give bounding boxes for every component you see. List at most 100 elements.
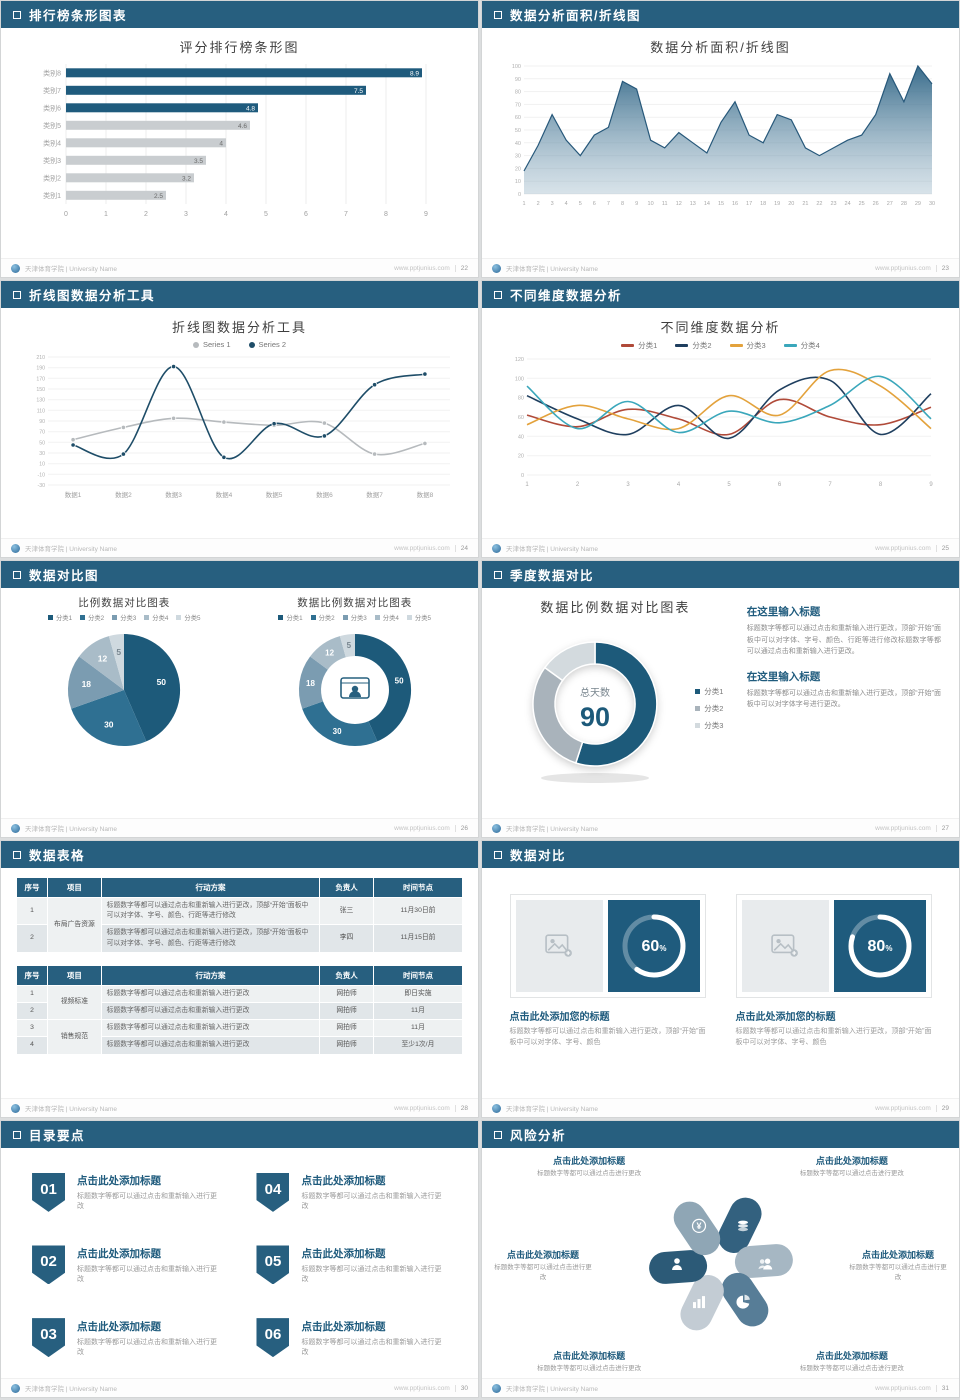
legend-label: Series 1 <box>202 340 231 349</box>
block-title: 在这里输入标题 <box>746 606 821 618</box>
legend-marker-icon <box>406 615 412 620</box>
slide-quarter-donut[interactable]: 季度数据对比 数据比例数据对比图表 总天数 90 分类1 分类2 分类3 <box>481 560 960 838</box>
slide-content: 比例数据对比图表 分类1 分类2 分类3 分类4 分类5 50 30 18 12 5 数… <box>1 588 478 818</box>
column-header: 序号 <box>15 877 49 898</box>
svg-text:1: 1 <box>522 201 525 207</box>
legend-item: 分类3 <box>695 720 723 731</box>
svg-text:10: 10 <box>647 201 653 207</box>
risk-title: 点击此处添加标题 <box>553 1156 626 1166</box>
text-panel: 在这里输入标题 标题数字等都可以通过点击和重新输入进行更改，顶部“开始”面板中可… <box>747 590 947 818</box>
multiline-chart: 0 20 40 60 80 100 120 1 2 3 4 5 6 7 8 9 <box>503 353 939 489</box>
square-icon <box>13 850 21 859</box>
svg-text:类别4: 类别4 <box>43 139 61 148</box>
legend-item: 分类5 <box>406 613 431 622</box>
svg-text:数据6: 数据6 <box>316 490 333 499</box>
svg-text:20: 20 <box>514 166 520 172</box>
legend-item: 分类3 <box>729 340 766 351</box>
svg-text:4: 4 <box>676 482 680 488</box>
svg-text:24: 24 <box>844 201 850 207</box>
block-body: 标题数字等都可以通过点击和重新输入进行更改，顶部“开始”面板中可以对字体、字号、… <box>746 625 941 656</box>
toc-item: 06 点击此处添加标题 标题数字等都可以通过点击和重新输入进行更改 <box>256 1318 446 1358</box>
legend-label: 分类1 <box>638 341 658 350</box>
table-row: 4 标题数字等都可以通过点击和重新输入进行更改 网拍师 至少1次/月 <box>15 1036 464 1055</box>
legend-item: 分类2 <box>80 613 104 622</box>
university-name: 天津体育学院 | University Name <box>25 266 117 273</box>
legend-label: 分类2 <box>692 341 712 350</box>
slide-pie-comparison[interactable]: 数据对比图 比例数据对比图表 分类1 分类2 分类3 分类4 分类5 50 30 1… <box>0 560 479 838</box>
slide-toc[interactable]: 目录要点 01 点击此处添加标题 标题数字等都可以通过点击和重新输入进行更改 02… <box>0 1120 479 1398</box>
svg-text:30: 30 <box>332 727 341 736</box>
toc-number-badge: 01 <box>32 1172 66 1212</box>
table-row: 2 标题数字等都可以通过点击和重新输入进行更改 网拍师 11月 <box>15 1001 464 1021</box>
cell-owner: 网拍师 <box>319 1019 374 1038</box>
image-placeholder <box>741 900 829 992</box>
svg-text:数据5: 数据5 <box>265 490 282 499</box>
legend-label: 分类3 <box>704 720 724 730</box>
svg-text:60: 60 <box>517 415 523 421</box>
legend-item: Series 1 <box>192 340 231 349</box>
slide-risk-analysis[interactable]: 风险分析 ¥ 点击此处添加标题 标题数字等都可以通过点击进行更改 点击此处添加标题… <box>481 1120 960 1398</box>
university-name: 天津体育学院 | University Name <box>25 1106 117 1113</box>
svg-text:50: 50 <box>514 128 520 134</box>
donut-panel: 数据比例数据对比图表 总天数 90 分类1 分类2 分类3 <box>494 590 737 818</box>
svg-text:21: 21 <box>802 201 808 207</box>
risk-body: 标题数字等都可以通过点击进行更改 <box>799 1365 904 1373</box>
legend-label: 分类2 <box>318 615 335 622</box>
svg-text:类别5: 类别5 <box>43 121 61 130</box>
legend-marker-icon <box>729 344 743 347</box>
svg-text:50: 50 <box>39 440 45 446</box>
university-name: 天津体育学院 | University Name <box>506 826 598 833</box>
svg-text:110: 110 <box>36 408 44 414</box>
slide-content: ¥ 点击此处添加标题 标题数字等都可以通过点击进行更改 点击此处添加标题 标题数字等… <box>482 1148 959 1378</box>
svg-text:80%: 80% <box>867 938 892 955</box>
slide-line-chart[interactable]: 折线图数据分析工具 折线图数据分析工具 Series 1 Series 2 -3… <box>0 280 479 558</box>
slide-footer: 天津体育学院 | University Name www.pptjunius.c… <box>1 258 478 277</box>
slide-data-tables[interactable]: 数据表格 序号 项目 行动方案 负责人 时间节点 1 布局广告资源 标题数字等都… <box>0 840 479 1118</box>
svg-text:12: 12 <box>98 653 108 663</box>
svg-text:120: 120 <box>514 357 523 363</box>
svg-text:17: 17 <box>746 201 752 207</box>
risk-label: 点击此处添加标题 标题数字等都可以通过点击进行更改 <box>780 1349 923 1374</box>
legend-marker-icon <box>695 722 701 728</box>
cell-plan: 标题数字等都可以通过点击和重新输入进行更改，顶部“开始”面板中可以对字体、字号、… <box>100 924 321 953</box>
cell-no: 3 <box>15 1019 49 1038</box>
svg-text:类别1: 类别1 <box>43 191 61 200</box>
svg-text:100: 100 <box>514 376 523 382</box>
legend-item: 分类4 <box>374 613 399 622</box>
cell-owner: 张三 <box>319 896 374 926</box>
cell-owner: 网拍师 <box>319 1001 374 1021</box>
slide-progress-compare[interactable]: 数据对比 60% <box>481 840 960 1118</box>
svg-text:1: 1 <box>104 211 108 218</box>
legend-item: 分类1 <box>695 686 723 697</box>
block-body: 标题数字等都可以通过点击和重新输入进行更改，顶部“开始”面板中可以对字体字号进行… <box>746 689 941 709</box>
cell-project: 销售规范 <box>47 1019 102 1055</box>
slide-ranking-bar[interactable]: 排行榜条形图表 评分排行榜条形图 0 1 2 3 4 5 6 7 8 9 2.5 类别1 3.2 类别2 3… <box>0 0 479 278</box>
chart-legend: 分类1 分类2 分类3 <box>695 686 723 731</box>
cell-time: 至少1次/月 <box>372 1036 464 1055</box>
svg-text:12: 12 <box>325 649 334 658</box>
cell-time: 11月15日前 <box>372 924 464 953</box>
chart-legend: 分类1 分类2 分类3 分类4 分类5 <box>278 613 431 622</box>
column-header: 项目 <box>47 964 102 986</box>
legend-marker-icon <box>144 615 150 620</box>
legend-item: 分类1 <box>47 613 72 622</box>
slide-content: 数据分析面积/折线图 0 10 20 30 40 50 60 70 80 90 100 1 2 3 4 5 6 7… <box>482 28 959 258</box>
page-number: 28 <box>454 1104 468 1112</box>
legend-marker-icon <box>695 705 701 711</box>
slide-footer: 天津体育学院 | University Name www.pptjunius.c… <box>1 538 478 557</box>
website-url: www.pptjunius.com <box>875 1384 931 1392</box>
legend-item: 分类1 <box>621 340 657 351</box>
toc-body: 标题数字等都可以通过点击和重新输入进行更改 <box>77 1265 218 1283</box>
toc-number-badge: 06 <box>256 1318 290 1358</box>
svg-text:29: 29 <box>914 201 920 207</box>
svg-text:4: 4 <box>564 201 567 207</box>
ranking-bar-chart: 0 1 2 3 4 5 6 7 8 9 2.5 类别1 3.2 类别2 3.5 类别3 4 类别4 4.6 类别5 4.… <box>28 58 452 220</box>
svg-text:12: 12 <box>675 201 681 207</box>
legend-item: 分类4 <box>144 613 168 622</box>
legend-marker-icon <box>47 615 53 620</box>
card-box: 60% <box>509 894 706 998</box>
slide-multiline-chart[interactable]: 不同维度数据分析 不同维度数据分析 分类1 分类2 分类3 分类4 0 20 40 6… <box>481 280 960 558</box>
slide-area-chart[interactable]: 数据分析面积/折线图 数据分析面积/折线图 0 10 20 30 40 50 60 70 80 9… <box>481 0 960 278</box>
svg-text:14: 14 <box>703 201 709 207</box>
slide-header-title: 不同维度数据分析 <box>510 289 623 303</box>
